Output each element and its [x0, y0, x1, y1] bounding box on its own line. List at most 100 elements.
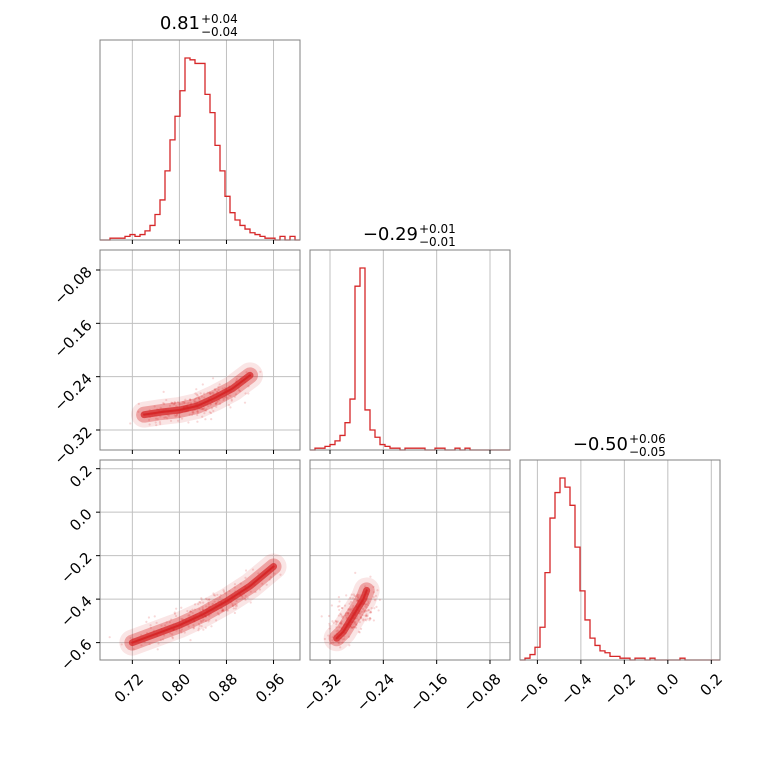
scatter-point: [335, 620, 338, 623]
scatter-point: [148, 423, 151, 426]
scatter-point: [180, 606, 183, 609]
scatter-point: [366, 617, 369, 620]
scatter-point: [352, 593, 355, 596]
scatter-point: [195, 396, 198, 400]
hist-panel-2: [519, 459, 721, 664]
scatter-point: [352, 626, 355, 629]
scatter-point: [175, 413, 178, 417]
scatter-point: [244, 392, 247, 395]
scatter-point: [367, 609, 370, 612]
scatter-point: [245, 371, 248, 374]
scatter-point: [359, 617, 362, 620]
scatter-point: [199, 392, 202, 395]
contour-line: [131, 565, 275, 644]
scatter-point: [354, 620, 357, 623]
scatter-point: [195, 388, 198, 391]
scatter-point: [341, 606, 344, 610]
scatter-point: [330, 642, 333, 645]
scatter-point: [357, 593, 360, 597]
scatter-point: [192, 411, 195, 414]
scatter-point: [375, 605, 378, 608]
scatter-point: [189, 399, 192, 402]
scatter-point: [232, 604, 235, 608]
scatter-point: [345, 594, 348, 597]
scatter-point: [244, 594, 247, 598]
scatter-point: [167, 414, 171, 417]
y-tick-label-1-3: −0.08: [50, 263, 95, 308]
scatter-point: [189, 610, 193, 613]
scatter-point: [193, 603, 197, 606]
scatter-point: [339, 646, 342, 649]
scatter-point: [340, 615, 343, 618]
scatter-point: [328, 622, 331, 625]
scatter-point: [153, 405, 156, 408]
scatter-point: [233, 586, 236, 589]
scatter-point: [153, 615, 156, 618]
scatter-point: [214, 402, 217, 405]
scatter-point: [233, 611, 237, 615]
scatter-point: [207, 601, 210, 604]
scatter-point: [195, 393, 198, 396]
scatter-point: [216, 400, 219, 403]
scatter-point: [207, 603, 210, 606]
scatter-point: [235, 599, 238, 603]
scatter-point: [342, 615, 345, 618]
scatter-point: [203, 412, 206, 415]
scatter-panel-0-2: [96, 459, 301, 664]
scatter-point: [345, 614, 348, 617]
scatter-point: [147, 616, 151, 619]
scatter-point: [233, 395, 236, 398]
pair-frame-0: [99, 249, 301, 451]
scatter-point: [361, 614, 364, 617]
scatter-point: [148, 642, 151, 646]
scatter-point: [202, 618, 205, 621]
pair-plot-area-2: [320, 571, 382, 652]
scatter-point: [353, 594, 356, 597]
scatter-point: [154, 421, 157, 424]
scatter-point: [345, 611, 348, 615]
x-tick-label-2-3: 0.0: [653, 670, 683, 700]
contour-line: [143, 374, 251, 416]
scatter-point: [212, 592, 215, 595]
scatter-point: [230, 399, 233, 402]
scatter-point: [249, 601, 252, 604]
scatter-point: [194, 400, 197, 403]
scatter-point: [232, 607, 235, 610]
scatter-point: [217, 388, 220, 391]
scatter-point: [337, 595, 341, 599]
scatter-point: [234, 607, 237, 610]
scatter-point: [162, 390, 165, 393]
scatter-point: [196, 411, 199, 414]
scatter-point: [199, 619, 203, 622]
scatter-point: [336, 620, 339, 623]
scatter-point: [172, 403, 175, 406]
scatter-point: [339, 622, 343, 625]
scatter-point: [364, 605, 367, 608]
scatter-point: [210, 391, 213, 394]
title-1-minus: −0.01: [419, 235, 456, 249]
scatter-point: [148, 418, 151, 422]
scatter-point: [188, 613, 191, 617]
hist-step-0: [100, 57, 300, 241]
scatter-point: [221, 608, 225, 612]
scatter-point: [213, 600, 216, 603]
scatter-point: [145, 620, 148, 623]
title-param-0: 0.81 +0.04 −0.04: [160, 12, 238, 39]
scatter-point: [201, 619, 204, 622]
scatter-point: [249, 590, 252, 593]
y-tick-label-2-1: −0.4: [57, 592, 95, 630]
scatter-point: [372, 619, 375, 622]
scatter-point: [155, 424, 158, 427]
scatter-point: [211, 377, 215, 380]
title-0-plus: +0.04: [201, 12, 238, 26]
scatter-point: [228, 589, 231, 593]
scatter-point: [200, 407, 203, 410]
scatter-point: [368, 619, 371, 622]
scatter-point: [149, 626, 152, 629]
scatter-point: [234, 393, 238, 396]
scatter-point: [343, 604, 347, 607]
scatter-point: [200, 624, 203, 628]
scatter-point: [197, 629, 200, 632]
scatter-point: [247, 385, 250, 388]
scatter-point: [207, 620, 210, 623]
